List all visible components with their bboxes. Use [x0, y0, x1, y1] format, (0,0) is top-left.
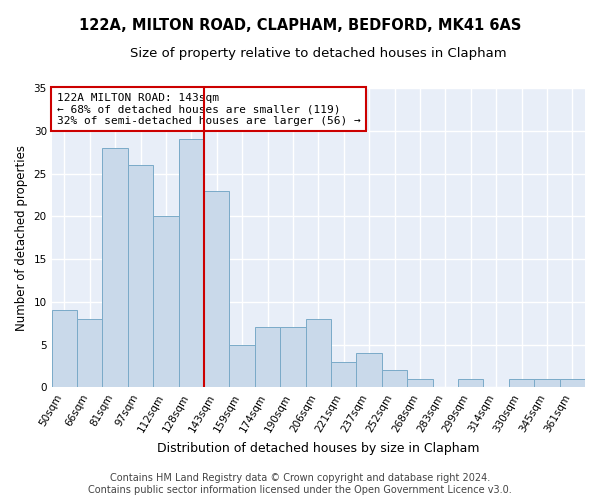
Bar	[560, 379, 585, 388]
Bar	[280, 328, 305, 388]
Y-axis label: Number of detached properties: Number of detached properties	[15, 144, 28, 330]
Bar	[179, 140, 204, 388]
Bar	[534, 379, 560, 388]
X-axis label: Distribution of detached houses by size in Clapham: Distribution of detached houses by size …	[157, 442, 479, 455]
Text: 122A MILTON ROAD: 143sqm
← 68% of detached houses are smaller (119)
32% of semi-: 122A MILTON ROAD: 143sqm ← 68% of detach…	[57, 92, 361, 126]
Title: Size of property relative to detached houses in Clapham: Size of property relative to detached ho…	[130, 48, 506, 60]
Bar	[356, 353, 382, 388]
Bar	[103, 148, 128, 388]
Bar	[331, 362, 356, 388]
Bar	[458, 379, 484, 388]
Text: 122A, MILTON ROAD, CLAPHAM, BEDFORD, MK41 6AS: 122A, MILTON ROAD, CLAPHAM, BEDFORD, MK4…	[79, 18, 521, 32]
Bar	[77, 319, 103, 388]
Bar	[382, 370, 407, 388]
Bar	[255, 328, 280, 388]
Bar	[509, 379, 534, 388]
Bar	[204, 190, 229, 388]
Bar	[128, 165, 153, 388]
Bar	[229, 344, 255, 388]
Bar	[153, 216, 179, 388]
Bar	[407, 379, 433, 388]
Bar	[305, 319, 331, 388]
Text: Contains HM Land Registry data © Crown copyright and database right 2024.
Contai: Contains HM Land Registry data © Crown c…	[88, 474, 512, 495]
Bar	[52, 310, 77, 388]
